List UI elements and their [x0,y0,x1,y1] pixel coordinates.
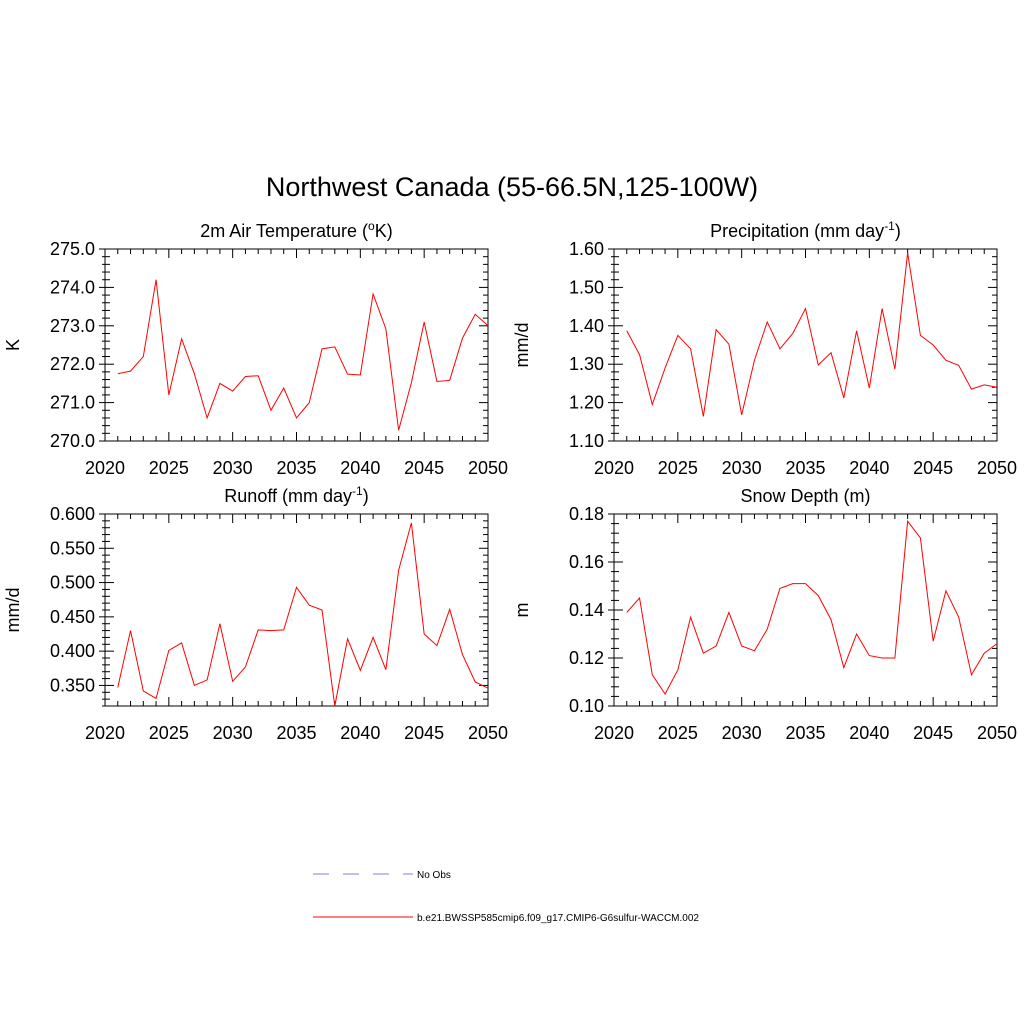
y-tick-label: 0.14 [569,600,604,620]
x-tick-label: 2035 [276,723,316,743]
plot-frame [613,248,998,442]
plot-frame [613,513,998,707]
panel-title-tail: K) [375,221,393,241]
panel-title-main: Precipitation (mm day [710,221,884,241]
panel-title-main: Snow Depth (m) [740,486,870,506]
x-tick-label: 2025 [149,723,189,743]
y-axis-label: mm/d [3,588,23,633]
x-tick-label: 2025 [149,458,189,478]
x-tick-label: 2035 [276,458,316,478]
y-axis-label: mm/d [512,323,532,368]
x-tick-label: 2020 [85,723,125,743]
panel-title-main: Runoff (mm day [224,486,352,506]
panel-2: Precipitation (mm day-1) mm/d 2020 2025 2030… [512,219,1017,478]
panel-title-tail: ) [363,486,369,506]
panel-title: Snow Depth (m) [740,486,870,506]
panel-title-sup: -1 [352,484,363,498]
y-axis-label: m [512,603,532,618]
y-tick-label: 1.30 [569,354,604,374]
y-tick-label: 0.400 [50,641,95,661]
x-tick-label: 2040 [340,458,380,478]
legend: No Obs b.e21.BWSSP585cmip6.f09_g17.CMIP6… [313,870,699,924]
series-line [626,252,998,417]
y-tick-label: 1.20 [569,393,604,413]
panel-title: Runoff (mm day-1) [224,484,368,506]
x-tick-label: 2050 [977,723,1017,743]
y-tick-label: 1.50 [569,277,604,297]
y-tick-label: 1.60 [569,239,604,259]
y-tick-label: 0.10 [569,696,604,716]
x-tick-label: 2035 [785,723,825,743]
x-tick-label: 2040 [849,458,889,478]
y-tick-label: 0.500 [50,573,95,593]
panel-title-sup: -1 [884,219,895,233]
legend-label-no-obs: No Obs [417,870,451,881]
panel-1: 2m Air Temperature (oK) K 2020 2025 2030 2035… [3,219,508,478]
x-tick-label: 2020 [594,723,634,743]
x-tick-label: 2025 [658,723,698,743]
x-tick-label: 2050 [468,458,508,478]
y-tick-label: 0.350 [50,675,95,695]
x-tick-label: 2045 [913,458,953,478]
x-tick-label: 2025 [658,458,698,478]
y-tick-label: 270.0 [50,431,95,451]
panel-title: 2m Air Temperature (oK) [200,219,392,241]
panel-3: Runoff (mm day-1) mm/d 2020 2025 2030 2035 204… [3,484,508,743]
y-tick-label: 0.12 [569,648,604,668]
x-tick-label: 2050 [468,723,508,743]
y-tick-label: 272.0 [50,354,95,374]
x-tick-label: 2030 [722,458,762,478]
panel-title-tail: ) [895,221,901,241]
x-tick-label: 2045 [404,723,444,743]
panel-title-sup: o [368,219,375,233]
y-tick-label: 0.18 [569,504,604,524]
x-tick-label: 2030 [213,458,253,478]
y-tick-label: 274.0 [50,277,95,297]
panel-title: Precipitation (mm day-1) [710,219,901,241]
x-tick-label: 2030 [213,723,253,743]
y-tick-label: 273.0 [50,316,95,336]
x-tick-label: 2050 [977,458,1017,478]
x-tick-label: 2020 [594,458,634,478]
y-tick-label: 0.550 [50,538,95,558]
x-tick-label: 2035 [785,458,825,478]
series-line [117,522,489,707]
y-tick-label: 271.0 [50,393,95,413]
legend-label-model: b.e21.BWSSP585cmip6.f09_g17.CMIP6-G6sulf… [417,913,699,924]
x-tick-label: 2030 [722,723,762,743]
x-tick-label: 2040 [849,723,889,743]
y-tick-label: 1.10 [569,431,604,451]
y-tick-label: 0.16 [569,552,604,572]
series-line [117,279,489,431]
y-tick-label: 275.0 [50,239,95,259]
panel-title-main: 2m Air Temperature ( [200,221,368,241]
x-tick-label: 2045 [913,723,953,743]
x-tick-label: 2020 [85,458,125,478]
y-tick-label: 0.450 [50,607,95,627]
y-tick-label: 0.600 [50,504,95,524]
figure-title: Northwest Canada (55-66.5N,125-100W) [266,172,758,202]
series-line [626,519,998,695]
panels: 2m Air Temperature (oK) K 2020 2025 2030 2035… [3,219,1017,743]
x-tick-label: 2045 [404,458,444,478]
panel-4: Snow Depth (m) m 2020 2025 2030 2035 2040 2045 2… [512,486,1017,743]
y-axis-label: K [3,339,23,351]
plot-frame [104,513,489,707]
x-tick-label: 2040 [340,723,380,743]
y-tick-label: 1.40 [569,316,604,336]
plot-frame [104,248,489,442]
